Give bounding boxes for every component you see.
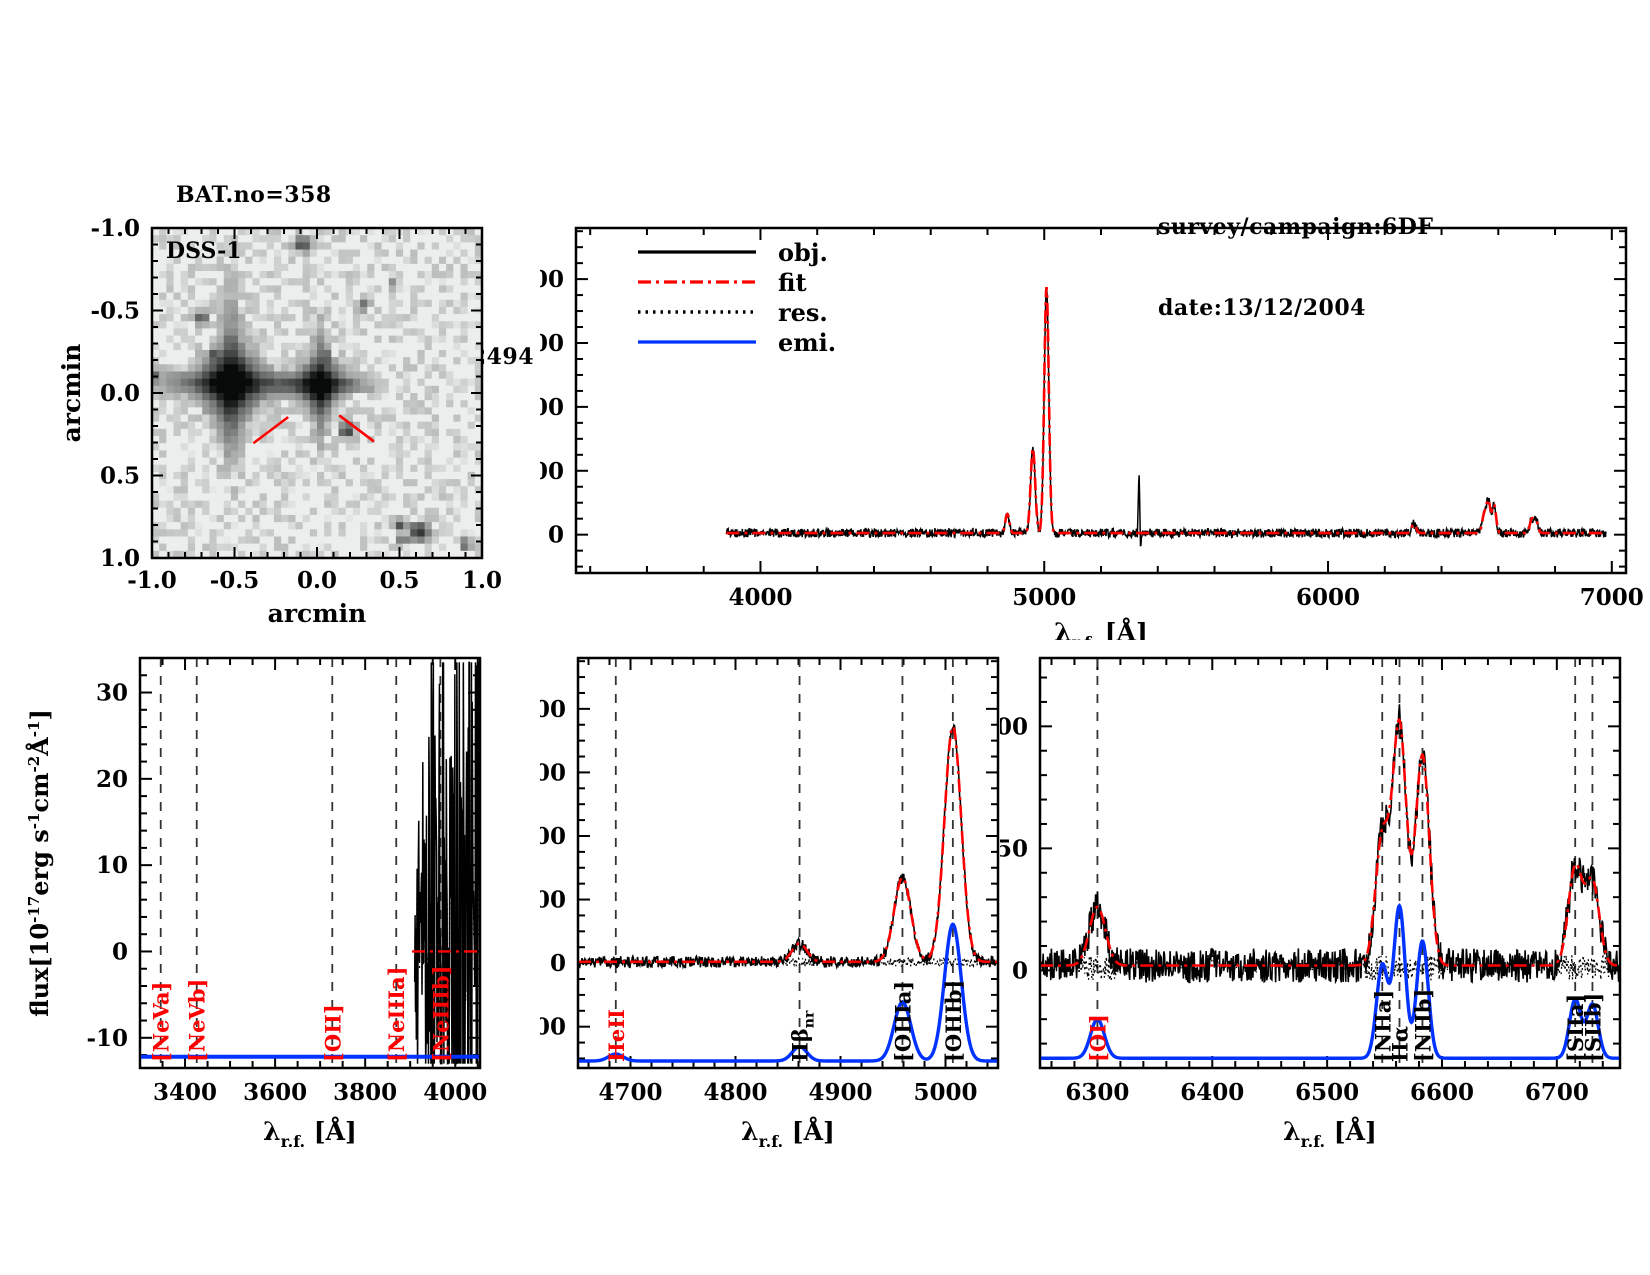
dss-xtick: -0.5 (210, 567, 260, 594)
line-label-[NIIb]: [NIIb] (1410, 989, 1435, 1062)
halpha-panel-xtick: 6300 (1065, 1079, 1129, 1106)
halpha-panel-xtick: 6500 (1295, 1079, 1359, 1106)
full-spectrum-panel: 4000 5000 6000 7000 0 200 400 600 800 obj.fitres.… (540, 200, 1650, 640)
blue-panel-ytick: 10 (96, 852, 128, 879)
hbeta-panel-xtick: 5000 (913, 1079, 977, 1106)
full-spectrum-ytick: 400 (540, 394, 564, 421)
hbeta-panel-ytick: 800 (540, 696, 566, 723)
halpha-nii-sii-panel: 6300 6400 6500 6600 6700 100 50 0 [OI] [NIIa]Hα[N… (1000, 630, 1650, 1275)
hbeta-panel-xtick: 4800 (703, 1079, 767, 1106)
full-spectrum-ytick: 600 (540, 330, 564, 357)
halpha-panel-xtick: 6400 (1180, 1079, 1244, 1106)
hbeta-panel-ytick: 600 (540, 759, 566, 786)
full-spectrum-ytick: 0 (548, 522, 564, 549)
blue-panel-ytick: -10 (86, 1025, 128, 1052)
full-spectrum-xtick: 7000 (1580, 584, 1644, 611)
blue-panel-obj-line (413, 661, 479, 1065)
observation-date: date:13/12/2004 (1158, 295, 1366, 321)
hbeta-panel-ytick: 400 (540, 823, 566, 850)
dss-image-panel: -1.0 1.0 -0.5 0.5 0.0 0.0 0.5 -0.5 1.0 -1.0 arcmin… (0, 0, 560, 660)
dss-xtick: 0.5 (379, 567, 419, 594)
blue-lines-panel: 3400 3600 3800 4000 30 20 10 0 -10 [NeVa] [NeVb] [O… (0, 630, 560, 1275)
dss-ytick: -0.5 (90, 298, 140, 325)
legend-label-obj: obj. (778, 238, 828, 267)
legend-label-res: res. (778, 298, 828, 327)
halpha-panel-ytick: 100 (1000, 713, 1028, 740)
halpha-panel-emi-line (1041, 903, 1619, 1060)
dss-xtick: 1.0 (462, 567, 502, 594)
blue-panel-yaxis-label: flux[10-17erg s-1cm-2Å-1] (25, 709, 54, 1017)
line-label-[OIIIb]: [OIIIb] (941, 980, 966, 1062)
blue-panel-xtick: 3400 (153, 1079, 217, 1106)
dss-ytick: -1.0 (90, 215, 140, 242)
full-spectrum-fit-line (726, 286, 1606, 535)
full-spectrum-xtick: 4000 (728, 584, 792, 611)
full-spectrum-xtick: 5000 (1012, 584, 1076, 611)
full-spectrum-ytick: 200 (540, 458, 564, 485)
hbeta-panel-xaxis-label: λr.f. [Å] (741, 1117, 835, 1151)
hbeta-oiii-panel: 4700 4800 4900 5000 800 600 400 200 0 -200 HeII Hβn… (540, 630, 1030, 1275)
halpha-panel-fit-line (1041, 718, 1619, 967)
blue-panel-xtick: 3800 (333, 1079, 397, 1106)
dss-ytick: 0.0 (100, 380, 140, 407)
line-label-[OII]: [OII] (320, 1004, 345, 1062)
halpha-panel-xtick: 6700 (1525, 1079, 1589, 1106)
dss-xaxis-label: arcmin (268, 599, 367, 628)
line-label-[NeIIIa]: [NeIIIa] (384, 966, 409, 1062)
line-label-[SIIb]: [SIIb] (1580, 993, 1605, 1062)
line-label-Hbeta_nr: Hβnr (788, 1010, 818, 1062)
blue-panel-ytick: 20 (96, 766, 128, 793)
dss-yaxis-label: arcmin (57, 344, 86, 443)
full-spectrum-xtick: 6000 (1296, 584, 1360, 611)
halpha-panel-xtick: 6600 (1410, 1079, 1474, 1106)
hbeta-panel-xtick: 4700 (598, 1079, 662, 1106)
dss-xtick: 0.0 (297, 567, 337, 594)
hbeta-panel-ytick: 200 (540, 887, 566, 914)
line-label-[NIIa]: [NIIa] (1370, 990, 1395, 1062)
hbeta-panel-obj-line (579, 723, 997, 971)
halpha-panel-ytick: 0 (1012, 957, 1028, 984)
blue-panel-ytick: 0 (112, 938, 128, 965)
full-spectrum-obj-line (725, 286, 1607, 547)
dss-survey-label: DSS-1 (166, 238, 242, 264)
line-label-[NeVa]: [NeVa] (149, 982, 174, 1062)
line-label-Halpha: Hα (1387, 1026, 1412, 1062)
dss-ytick: 0.5 (100, 463, 140, 490)
hbeta-panel-ytick: 0 (550, 950, 566, 977)
hbeta-panel-ytick: -200 (540, 1014, 566, 1041)
line-label-HeII: HeII (604, 1009, 629, 1062)
line-label-[OIIIa]: [OIIIa] (890, 981, 915, 1062)
legend-label-fit: fit (778, 268, 807, 297)
line-label-[NeVb]: [NeVb] (185, 979, 210, 1062)
halpha-panel-obj-line (1041, 704, 1619, 985)
line-label-[NeIIIb]: [NeIIIb] (428, 965, 453, 1062)
legend-label-emi: emi. (778, 328, 836, 357)
line-label-[SIIa]: [SIIa] (1563, 994, 1588, 1062)
bat-number: BAT.no=358 (176, 182, 332, 208)
blue-panel-xtick: 4000 (423, 1079, 487, 1106)
hbeta-panel-xtick: 4900 (808, 1079, 872, 1106)
dss-ytick: 1.0 (100, 545, 140, 572)
halpha-panel-xaxis-label: λr.f. [Å] (1283, 1117, 1377, 1151)
blue-panel-xtick: 3600 (243, 1079, 307, 1106)
hbeta-panel-emi-line (579, 922, 997, 1063)
halpha-panel-ytick: 50 (1000, 835, 1028, 862)
blue-panel-xaxis-label: λr.f. [Å] (263, 1117, 357, 1151)
blue-panel-ytick: 30 (96, 680, 128, 707)
dss-xtick: -1.0 (127, 567, 177, 594)
full-spectrum-xaxis-label: λr.f. [Å] (1054, 618, 1148, 640)
full-spectrum-ytick: 800 (540, 266, 564, 293)
line-label-[OI]: [OI] (1085, 1014, 1110, 1062)
hbeta-panel-fit-line (579, 724, 997, 964)
